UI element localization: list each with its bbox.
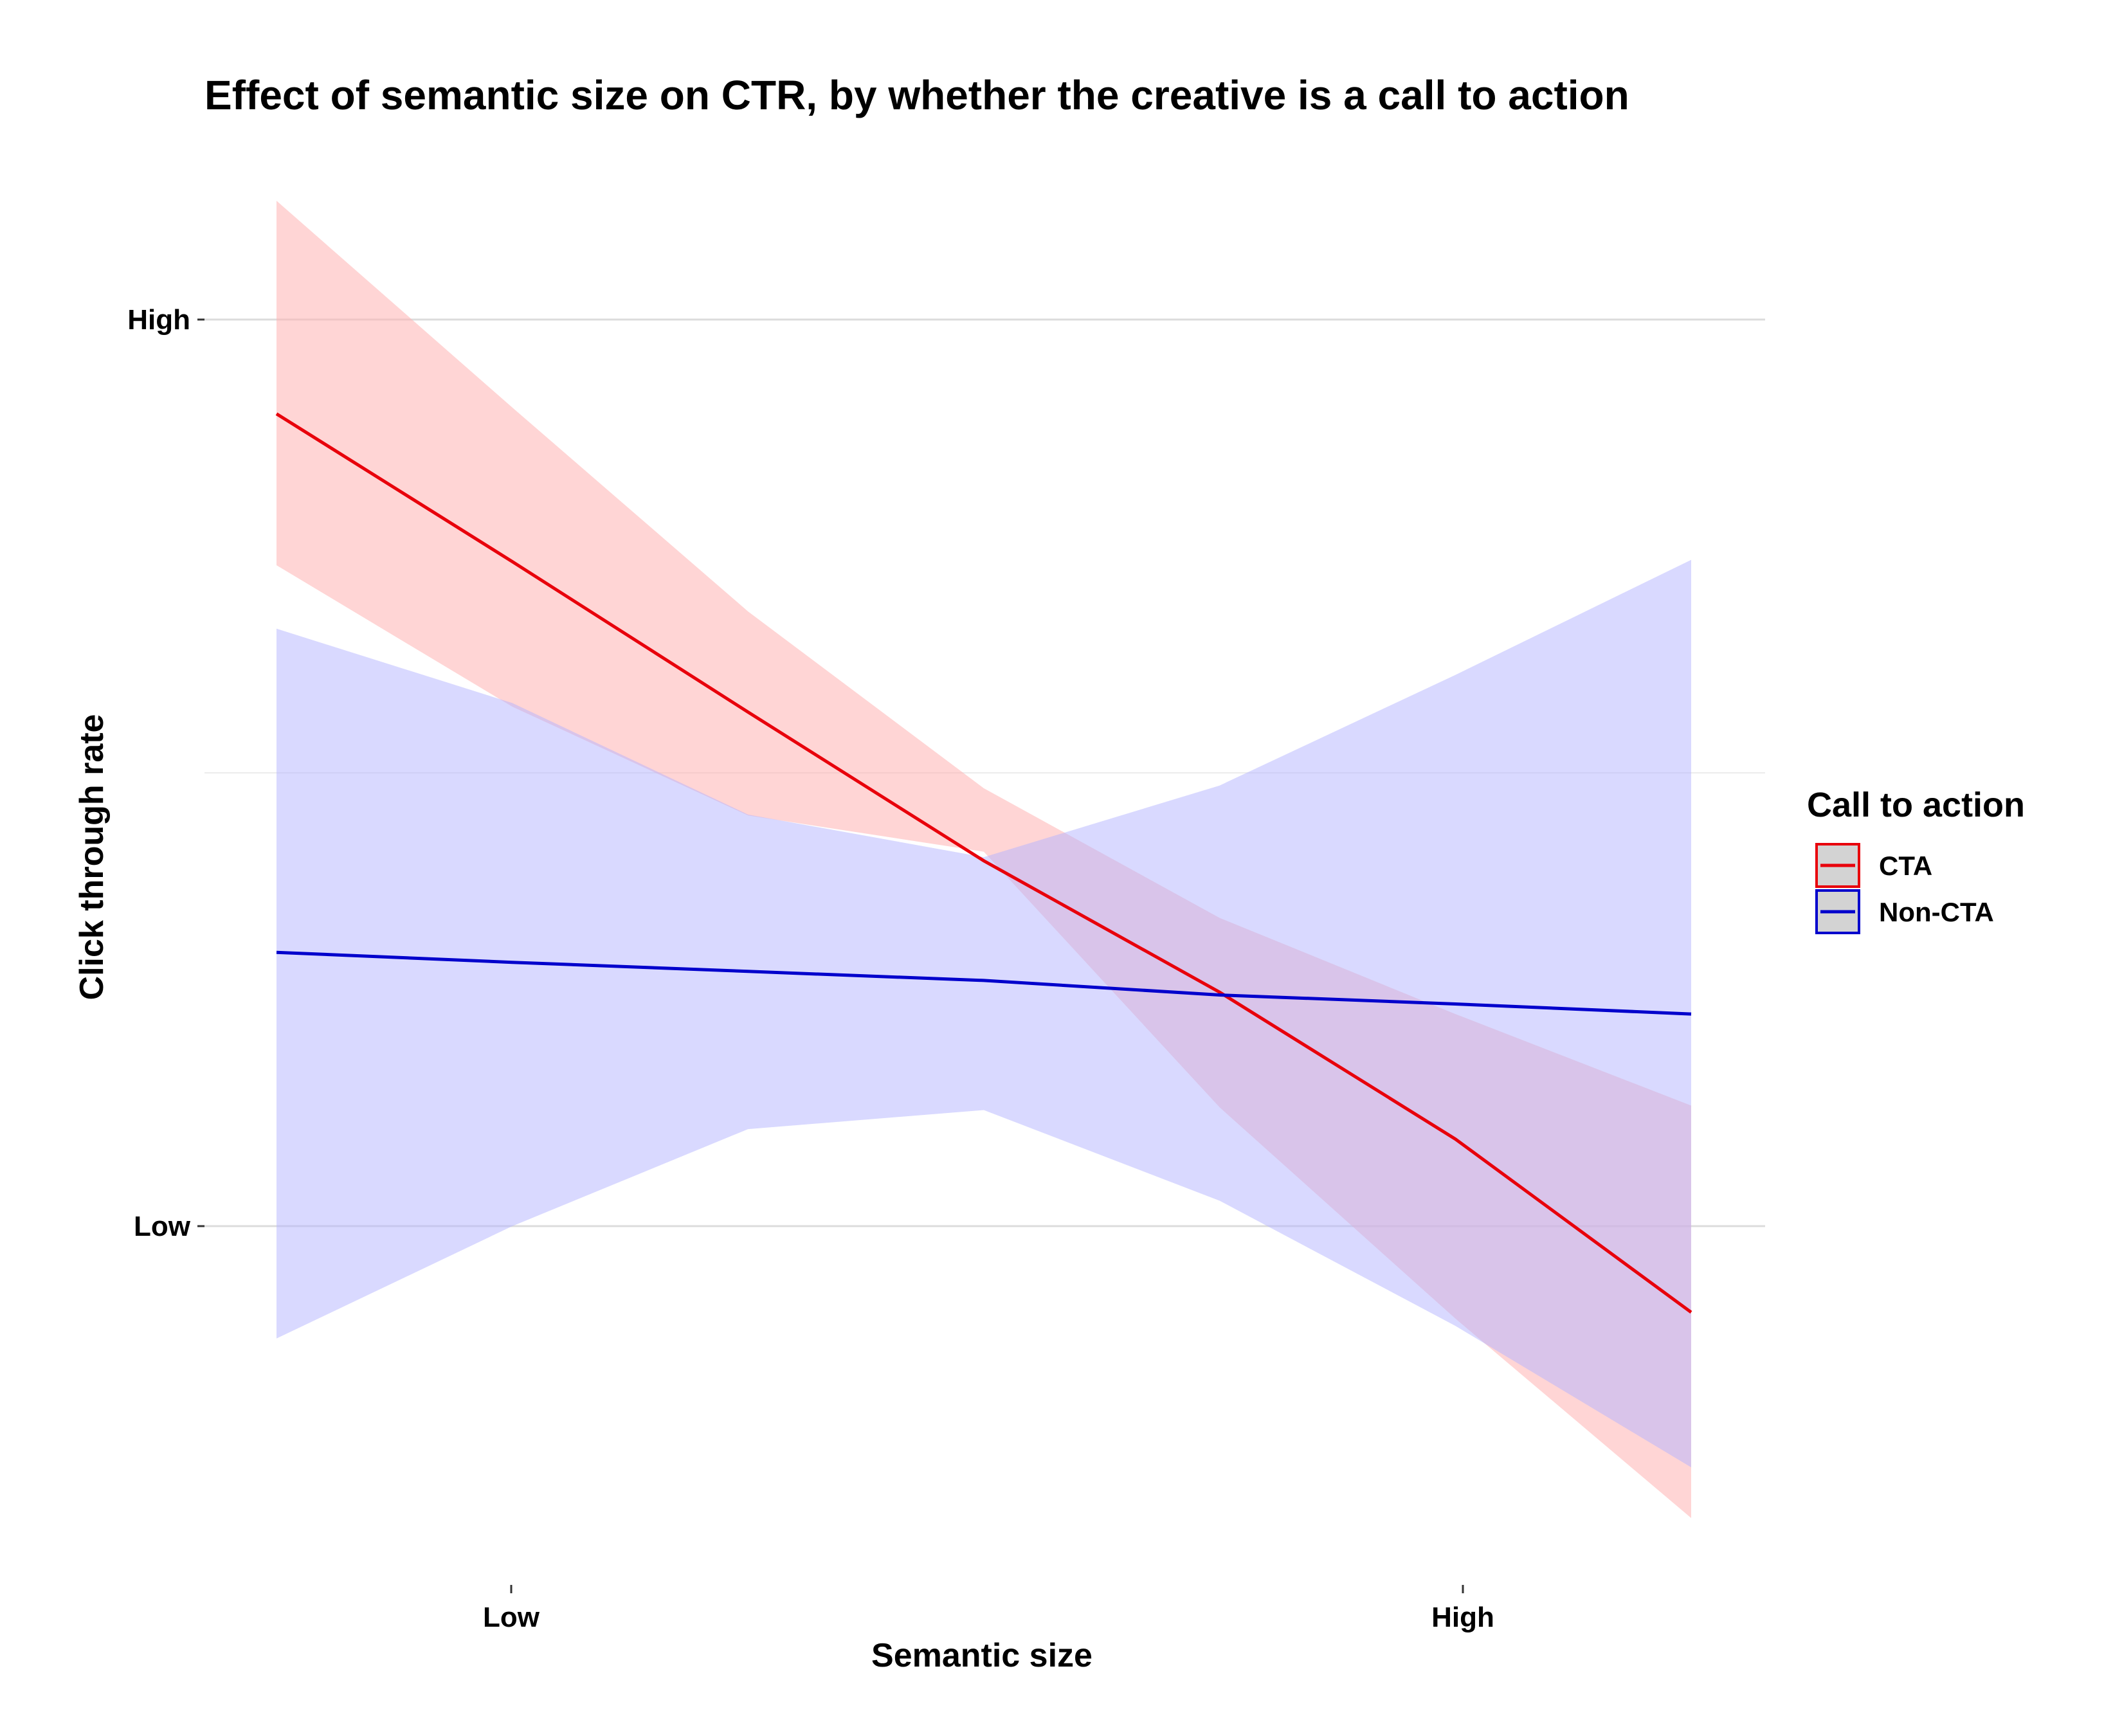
band-non-cta bbox=[277, 559, 1691, 1468]
axes: Low High Low High bbox=[127, 304, 1494, 1633]
x-tick-label-0: Low bbox=[483, 1602, 540, 1633]
legend-label-non-cta: Non-CTA bbox=[1879, 897, 1994, 927]
y-tick-label-0: Low bbox=[134, 1211, 191, 1242]
legend: Call to action CTA Non-CTA bbox=[1807, 786, 2025, 934]
line-non-cta bbox=[276, 950, 1692, 1016]
line-cta bbox=[275, 412, 1692, 1314]
y-axis-title: Click through rate bbox=[73, 714, 111, 1000]
x-tick-label-1: High bbox=[1431, 1602, 1494, 1633]
confidence-bands bbox=[277, 201, 1691, 1518]
x-axis-title: Semantic size bbox=[871, 1637, 1093, 1674]
y-tick-label-1: High bbox=[127, 304, 190, 336]
chart-title: Effect of semantic size on CTR, by wheth… bbox=[204, 72, 1629, 118]
series-lines bbox=[275, 412, 1692, 1314]
legend-title: Call to action bbox=[1807, 786, 2025, 824]
legend-label-cta: CTA bbox=[1879, 851, 1932, 881]
